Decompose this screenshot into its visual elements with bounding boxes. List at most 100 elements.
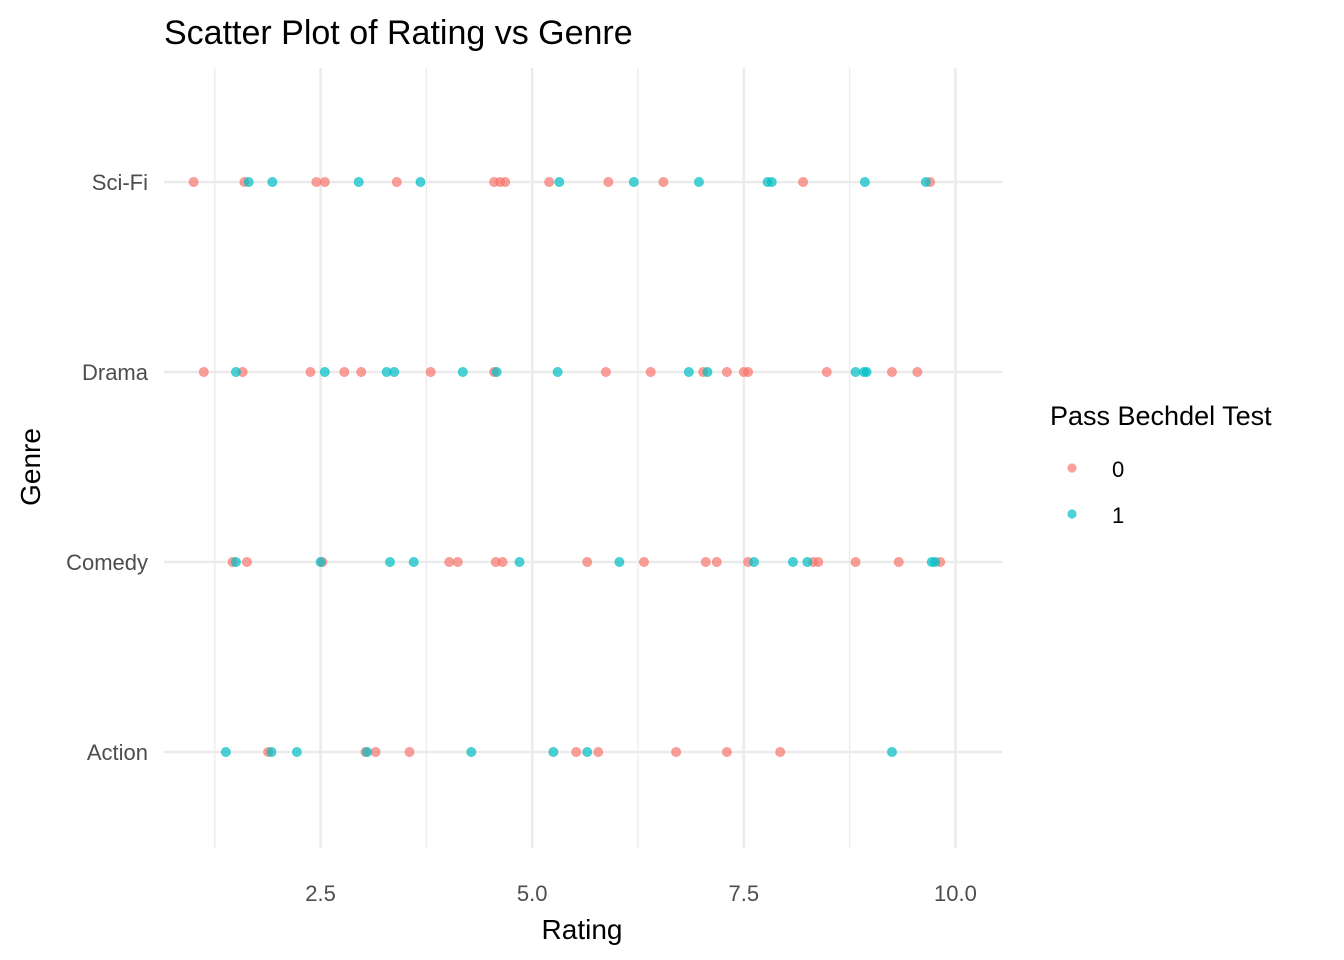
data-point [552,366,563,377]
data-point [766,176,777,187]
data-point [408,557,419,568]
data-point [775,747,786,758]
x-tick-label: 7.5 [729,881,760,906]
data-point [861,366,872,377]
data-point [385,557,396,568]
data-point [500,176,511,187]
legend-marker [1067,509,1077,519]
y-tick-label: Drama [82,360,149,385]
data-point [319,366,330,377]
y-tick-label: Comedy [66,550,148,575]
data-point [600,366,611,377]
data-point [850,366,861,377]
data-point [711,557,722,568]
data-point [645,366,656,377]
data-point [721,747,732,758]
data-point [220,747,231,758]
data-point [748,557,759,568]
legend-label: 0 [1112,457,1124,482]
y-axis-title: Genre [15,428,46,506]
data-point [491,366,502,377]
data-point [693,176,704,187]
data-point [700,557,711,568]
x-axis-tick-labels: 2.5 5.0 7.5 10.0 [305,881,977,906]
chart-title: Scatter Plot of Rating vs Genre [164,14,633,52]
data-point [389,366,400,377]
x-tick-label: 5.0 [517,881,548,906]
data-point [353,176,364,187]
data-point [893,557,904,568]
data-point [319,176,330,187]
data-point [930,557,941,568]
data-point [514,557,525,568]
data-point [544,176,555,187]
data-point [886,366,897,377]
data-point [188,176,199,187]
data-point [466,747,477,758]
data-point [291,747,302,758]
data-point [497,557,508,568]
data-point [425,366,436,377]
data-point [658,176,669,187]
data-point [452,557,463,568]
data-point [198,366,209,377]
data-point [614,557,625,568]
data-point [920,176,931,187]
data-point [721,366,732,377]
data-point [850,557,861,568]
data-point [391,176,402,187]
data-point [415,176,426,187]
data-point [859,176,870,187]
data-point [802,557,813,568]
data-point [548,747,559,758]
data-point [798,176,809,187]
y-tick-label: Action [87,740,148,765]
data-point [702,366,713,377]
legend-label: 1 [1112,503,1124,528]
data-point [554,176,565,187]
data-point [912,366,923,377]
data-point [230,557,241,568]
data-point [671,747,682,758]
data-point [404,747,415,758]
data-point [457,366,468,377]
data-point [267,176,278,187]
x-axis-title: Rating [542,914,623,945]
data-point [582,747,593,758]
data-point [813,557,824,568]
data-point [582,557,593,568]
x-tick-label: 10.0 [934,881,977,906]
data-point [571,747,582,758]
data-point [638,557,649,568]
legend-title: Pass Bechdel Test [1050,401,1272,431]
legend: Pass Bechdel Test 01 [1050,401,1272,528]
data-point [311,176,322,187]
x-tick-label: 2.5 [305,881,336,906]
data-point [241,557,252,568]
data-point [593,747,604,758]
data-point [743,366,754,377]
legend-marker [1067,463,1077,473]
data-point [315,557,326,568]
legend-entries: 01 [1067,457,1124,528]
data-point [683,366,694,377]
data-point [603,176,614,187]
data-point [821,366,832,377]
y-axis-tick-labels: Action Comedy Drama Sci-Fi [66,170,149,765]
y-tick-label: Sci-Fi [92,170,148,195]
data-point [628,176,639,187]
data-point [787,557,798,568]
data-point [305,366,316,377]
data-points [188,176,946,758]
minor-gridlines [214,68,851,848]
data-point [230,366,241,377]
data-point [339,366,350,377]
data-point [362,747,373,758]
data-point [370,747,381,758]
data-point [266,747,277,758]
data-point [444,557,455,568]
data-point [243,176,254,187]
data-point [356,366,367,377]
